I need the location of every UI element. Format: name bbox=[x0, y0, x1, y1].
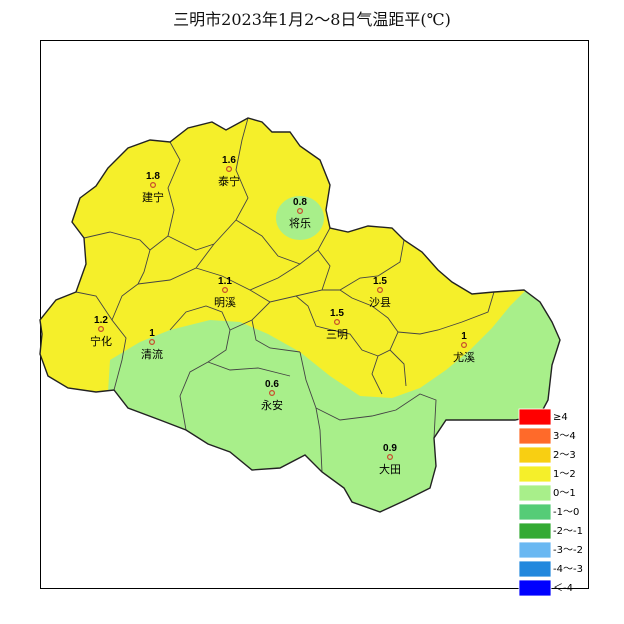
station-layer: 1.8 建宁 1.6 泰宁 0.8 将乐 1.1 明溪 1.5 沙县 1.5 三明 1.2 宁化 1 清流 1 尤… bbox=[90, 155, 475, 476]
legend-swatch bbox=[518, 427, 552, 445]
legend-item-0: ≥4 bbox=[518, 408, 568, 426]
legend-label: 0～1 bbox=[553, 488, 576, 499]
legend-label: -4～-3 bbox=[553, 564, 583, 575]
station-name: 泰宁 bbox=[218, 174, 240, 188]
legend-label: ≥4 bbox=[553, 412, 568, 423]
legend-swatch bbox=[518, 446, 552, 464]
station-4: 1.5 沙县 bbox=[369, 276, 391, 309]
station-value: 0.6 bbox=[265, 379, 279, 390]
legend-item-7: -3～-2 bbox=[518, 541, 583, 559]
map-frame bbox=[40, 40, 589, 589]
station-value: 1.6 bbox=[222, 155, 236, 166]
station-value: 1.2 bbox=[94, 315, 108, 326]
station-8: 1 尤溪 bbox=[453, 331, 475, 364]
legend-label: 2～3 bbox=[553, 450, 576, 461]
legend-item-8: -4～-3 bbox=[518, 560, 583, 578]
station-value: 1 bbox=[149, 328, 155, 339]
station-marker-icon bbox=[269, 390, 276, 397]
station-name: 清流 bbox=[141, 347, 163, 361]
station-marker-icon bbox=[461, 342, 468, 349]
station-value: 0.9 bbox=[383, 443, 397, 454]
station-value: 1.8 bbox=[146, 171, 160, 182]
legend-swatch bbox=[518, 503, 552, 521]
station-marker-icon bbox=[334, 319, 341, 326]
station-name: 永安 bbox=[261, 398, 283, 412]
station-marker-icon bbox=[222, 287, 229, 294]
legend-label: 3～4 bbox=[553, 431, 576, 442]
legend-label: ＜-4 bbox=[553, 583, 573, 594]
station-name: 明溪 bbox=[214, 296, 236, 309]
station-name: 尤溪 bbox=[453, 351, 475, 364]
station-name: 建宁 bbox=[142, 190, 164, 204]
station-marker-icon bbox=[150, 182, 157, 189]
legend-label: -1～0 bbox=[553, 507, 579, 518]
station-0: 1.8 建宁 bbox=[142, 171, 164, 204]
station-value: 0.8 bbox=[293, 197, 307, 208]
legend-label: -3～-2 bbox=[553, 545, 583, 556]
legend-item-5: -1～0 bbox=[518, 503, 579, 521]
county-boundaries bbox=[75, 117, 495, 473]
station-marker-icon bbox=[149, 339, 156, 346]
station-value: 1.5 bbox=[373, 276, 387, 287]
station-9: 0.6 永安 bbox=[261, 379, 283, 412]
station-value: 1.1 bbox=[218, 276, 232, 287]
legend-swatch bbox=[518, 560, 552, 578]
legend: ≥4 3～4 2～3 1～2 0～1 -1～0 -2～-1 -3～-2 -4～-3 ＜-4 bbox=[518, 408, 583, 597]
legend-item-1: 3～4 bbox=[518, 427, 576, 445]
station-5: 1.5 三明 bbox=[326, 308, 348, 341]
station-marker-icon bbox=[226, 166, 233, 173]
legend-swatch bbox=[518, 541, 552, 559]
station-name: 宁化 bbox=[90, 334, 112, 348]
legend-item-2: 2～3 bbox=[518, 446, 576, 464]
legend-swatch bbox=[518, 484, 552, 502]
legend-swatch bbox=[518, 522, 552, 540]
station-value: 1 bbox=[461, 331, 467, 342]
station-7: 1 清流 bbox=[141, 328, 163, 361]
legend-swatch bbox=[518, 465, 552, 483]
legend-item-9: ＜-4 bbox=[518, 579, 573, 597]
legend-item-4: 0～1 bbox=[518, 484, 576, 502]
station-name: 三明 bbox=[326, 328, 348, 341]
station-name: 将乐 bbox=[289, 217, 311, 230]
station-marker-icon bbox=[377, 287, 384, 294]
station-name: 沙县 bbox=[369, 296, 391, 309]
station-value: 1.5 bbox=[330, 308, 344, 319]
station-marker-icon bbox=[297, 208, 304, 215]
legend-swatch bbox=[518, 408, 552, 426]
station-10: 0.9 大田 bbox=[379, 443, 401, 476]
station-1: 1.6 泰宁 bbox=[218, 155, 240, 188]
legend-label: 1～2 bbox=[553, 469, 576, 480]
anomaly-zone-0-1-jiangle bbox=[276, 196, 324, 240]
legend-item-3: 1～2 bbox=[518, 465, 576, 483]
legend-swatch bbox=[518, 579, 552, 597]
station-name: 大田 bbox=[379, 462, 401, 476]
legend-item-6: -2～-1 bbox=[518, 522, 583, 540]
station-3: 1.1 明溪 bbox=[214, 276, 236, 309]
station-2: 0.8 将乐 bbox=[289, 197, 311, 230]
station-6: 1.2 宁化 bbox=[90, 315, 112, 348]
map-title: 三明市2023年1月2～8日气温距平(℃) bbox=[173, 10, 451, 29]
station-marker-icon bbox=[97, 326, 104, 333]
station-marker-icon bbox=[387, 454, 394, 461]
legend-label: -2～-1 bbox=[553, 526, 583, 537]
